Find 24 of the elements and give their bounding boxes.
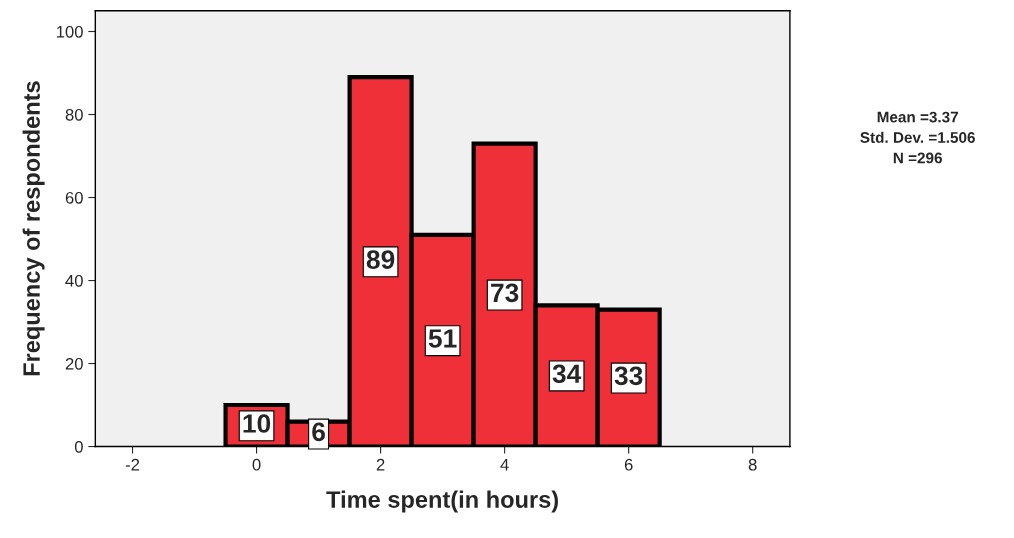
text: Std. Dev. =1.506 xyxy=(860,131,975,143)
x-axis-title: Time spent(in hours) xyxy=(326,490,558,513)
text: Mean =3.37 xyxy=(877,111,958,123)
data-label: 34 xyxy=(552,364,582,384)
data-label: 89 xyxy=(366,250,395,269)
y-tick-label: 40 xyxy=(65,274,83,287)
y-tick-label: 20 xyxy=(65,357,83,370)
x-tick-label: 8 xyxy=(748,458,757,471)
y-axis-title: Frequency of respondents xyxy=(22,81,45,376)
x-tick-label: -2 xyxy=(125,458,140,471)
x-tick-label: 4 xyxy=(500,458,509,471)
data-label: 33 xyxy=(614,366,643,386)
data-label: 10 xyxy=(243,414,271,433)
x-tick-label: 2 xyxy=(376,458,385,471)
x-tick-label: 0 xyxy=(252,458,261,471)
data-label: 73 xyxy=(491,283,519,303)
y-tick-label: 0 xyxy=(74,440,83,453)
data-label: 6 xyxy=(312,422,325,442)
data-label: 51 xyxy=(428,329,457,348)
y-tick-label: 60 xyxy=(65,191,83,204)
y-tick-label: 80 xyxy=(65,108,83,121)
x-tick-label: 6 xyxy=(624,458,633,471)
text: N =296 xyxy=(893,152,942,164)
y-tick-label: 100 xyxy=(56,25,83,38)
